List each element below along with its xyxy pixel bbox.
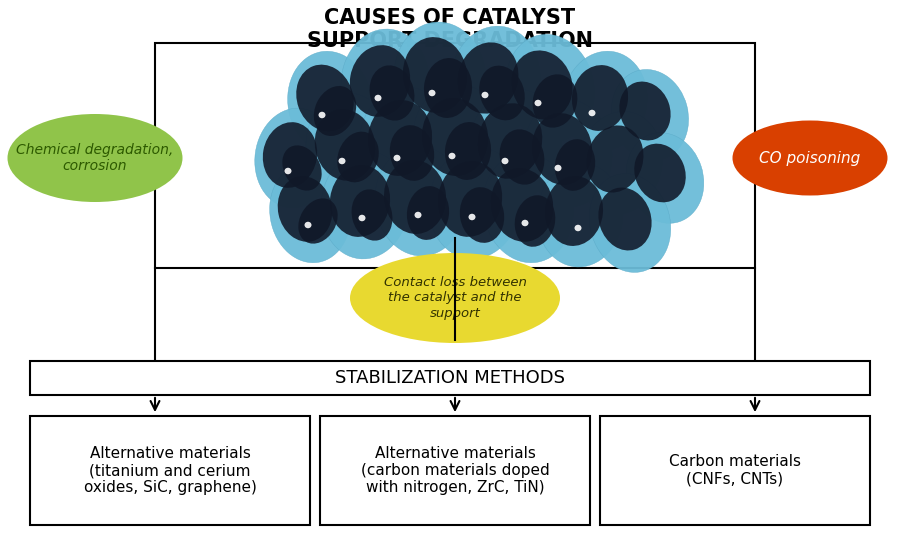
Ellipse shape	[330, 165, 390, 237]
Ellipse shape	[626, 133, 704, 223]
Text: Contact loss between
the catalyst and the
support: Contact loss between the catalyst and th…	[383, 277, 526, 319]
Ellipse shape	[535, 100, 542, 106]
Ellipse shape	[314, 86, 356, 136]
Ellipse shape	[448, 153, 455, 159]
Ellipse shape	[394, 22, 486, 134]
Ellipse shape	[619, 82, 670, 141]
Ellipse shape	[375, 146, 465, 256]
Ellipse shape	[338, 158, 346, 164]
Ellipse shape	[296, 64, 354, 131]
Ellipse shape	[393, 155, 400, 161]
Ellipse shape	[554, 165, 562, 171]
Ellipse shape	[278, 176, 332, 242]
Ellipse shape	[524, 99, 612, 207]
Ellipse shape	[469, 89, 562, 201]
Text: Carbon materials
(CNFs, CNTs): Carbon materials (CNFs, CNTs)	[669, 454, 801, 487]
Ellipse shape	[578, 111, 662, 215]
Ellipse shape	[315, 109, 375, 181]
Text: Alternative materials
(carbon materials doped
with nitrogen, ZrC, TiN): Alternative materials (carbon materials …	[361, 446, 549, 495]
Ellipse shape	[370, 66, 415, 120]
Ellipse shape	[562, 51, 647, 151]
Ellipse shape	[532, 113, 592, 185]
Ellipse shape	[457, 42, 518, 114]
Ellipse shape	[479, 66, 525, 120]
Ellipse shape	[437, 161, 502, 237]
Ellipse shape	[428, 90, 436, 96]
Ellipse shape	[537, 163, 623, 267]
Ellipse shape	[263, 122, 317, 188]
Ellipse shape	[270, 163, 350, 263]
Ellipse shape	[574, 225, 581, 231]
FancyBboxPatch shape	[320, 416, 590, 525]
Ellipse shape	[611, 69, 688, 160]
Ellipse shape	[634, 144, 686, 203]
Ellipse shape	[350, 253, 560, 343]
Ellipse shape	[7, 114, 183, 202]
Ellipse shape	[350, 45, 410, 117]
Ellipse shape	[500, 130, 544, 185]
Text: Chemical degradation,
corrosion: Chemical degradation, corrosion	[16, 143, 174, 173]
Ellipse shape	[403, 37, 467, 113]
Ellipse shape	[283, 146, 321, 191]
FancyBboxPatch shape	[30, 361, 870, 395]
FancyBboxPatch shape	[600, 416, 870, 525]
FancyBboxPatch shape	[30, 416, 310, 525]
Ellipse shape	[390, 125, 434, 181]
Ellipse shape	[359, 87, 451, 199]
Ellipse shape	[491, 168, 554, 242]
Ellipse shape	[321, 151, 410, 259]
Ellipse shape	[338, 132, 379, 182]
Ellipse shape	[445, 122, 491, 180]
Text: Alternative materials
(titanium and cerium
oxides, SiC, graphene): Alternative materials (titanium and ceri…	[84, 446, 256, 495]
Ellipse shape	[450, 26, 540, 136]
Ellipse shape	[482, 154, 573, 263]
Text: CAUSES OF CATALYST
SUPPORT DEGRADATION: CAUSES OF CATALYST SUPPORT DEGRADATION	[307, 8, 593, 51]
Ellipse shape	[589, 110, 596, 116]
Ellipse shape	[482, 92, 489, 98]
Text: CO poisoning: CO poisoning	[760, 150, 860, 166]
Ellipse shape	[415, 212, 421, 218]
Ellipse shape	[733, 120, 887, 196]
Ellipse shape	[358, 215, 365, 221]
Ellipse shape	[304, 222, 311, 228]
Ellipse shape	[284, 168, 292, 174]
Ellipse shape	[501, 158, 508, 164]
Ellipse shape	[478, 103, 543, 179]
Ellipse shape	[506, 35, 595, 142]
Ellipse shape	[319, 112, 326, 118]
Ellipse shape	[298, 198, 338, 244]
Ellipse shape	[587, 125, 644, 192]
Ellipse shape	[255, 108, 335, 208]
Ellipse shape	[521, 220, 528, 226]
Ellipse shape	[511, 51, 572, 119]
Ellipse shape	[598, 188, 652, 251]
Ellipse shape	[374, 95, 382, 101]
Ellipse shape	[407, 186, 449, 240]
Ellipse shape	[428, 147, 521, 259]
Ellipse shape	[384, 160, 446, 234]
Ellipse shape	[352, 189, 392, 240]
Ellipse shape	[515, 195, 555, 247]
Ellipse shape	[368, 100, 432, 176]
Ellipse shape	[544, 176, 603, 246]
Ellipse shape	[554, 139, 595, 191]
Ellipse shape	[590, 174, 670, 272]
Ellipse shape	[533, 74, 578, 128]
Ellipse shape	[460, 187, 504, 243]
Ellipse shape	[288, 51, 373, 155]
Ellipse shape	[306, 93, 394, 203]
Ellipse shape	[572, 65, 628, 131]
Ellipse shape	[413, 84, 508, 198]
Ellipse shape	[424, 58, 472, 118]
Text: STABILIZATION METHODS: STABILIZATION METHODS	[335, 369, 565, 387]
Ellipse shape	[341, 29, 429, 137]
Ellipse shape	[422, 98, 488, 176]
Ellipse shape	[469, 214, 475, 220]
